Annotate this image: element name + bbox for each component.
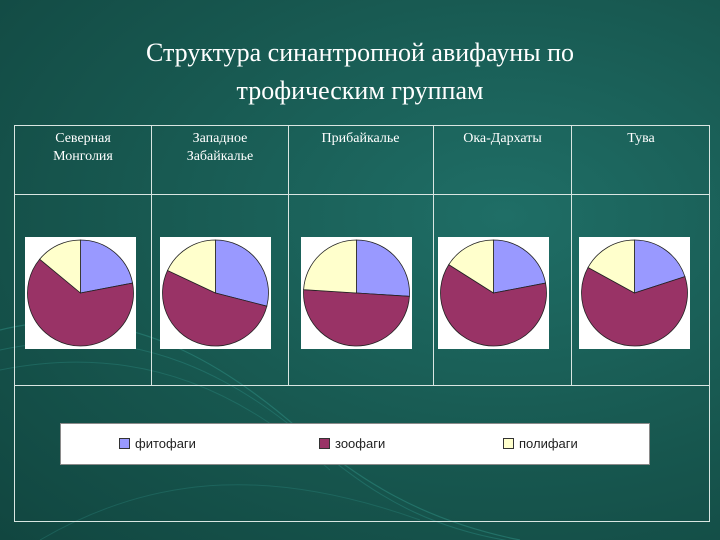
legend-item-fitofagi: фитофаги — [119, 434, 196, 452]
pie-slice-zoofagi — [581, 266, 688, 347]
pie-slice-polifagi — [448, 239, 494, 294]
pie-slice-fitofagi — [356, 239, 410, 297]
pie-slice-polifagi — [167, 239, 216, 294]
column-divider — [151, 126, 152, 385]
pie-chart-tuva — [579, 237, 690, 349]
row-divider — [15, 194, 709, 195]
pie-chart-oka-darkhaty — [438, 237, 549, 349]
chart-table: Северная Монголия Западное Забайкалье Пр… — [14, 125, 710, 522]
column-divider — [433, 126, 434, 385]
legend-label: зоофаги — [335, 435, 386, 451]
region-label-severnaya-mongoliya: Северная Монголия — [53, 131, 113, 164]
row-divider — [15, 385, 709, 386]
pie-slice-polifagi — [303, 239, 357, 294]
legend-label: фитофаги — [135, 435, 196, 451]
pie-slice-fitofagi — [215, 239, 269, 307]
pie-slice-zoofagi — [27, 258, 134, 347]
column-divider — [288, 126, 289, 385]
chart-legend: фитофаги зоофаги полифаги — [60, 423, 650, 465]
pie-slice-fitofagi — [80, 239, 134, 294]
pie-slice-zoofagi — [440, 264, 547, 347]
column-divider — [571, 126, 572, 385]
pie-slice-zoofagi — [162, 269, 268, 347]
legend-swatch — [119, 437, 130, 449]
page-title: Структура синантропной авифауны по трофи… — [60, 34, 660, 110]
legend-swatch — [503, 437, 514, 449]
pie-chart-zapadnoe-zabaykalie — [160, 237, 271, 349]
legend-item-zoofagi: зоофаги — [319, 434, 385, 452]
pie-chart-severnaya-mongoliya — [25, 237, 136, 349]
title-line-1: Структура синантропной авифауны по — [145, 38, 575, 67]
legend-swatch — [319, 437, 330, 449]
pie-slice-fitofagi — [634, 239, 686, 294]
title-line-2: трофическим группам — [236, 76, 484, 105]
pie-slice-polifagi — [39, 239, 81, 294]
pie-slice-polifagi — [587, 239, 635, 294]
region-label-pribaykalie: Прибайкалье — [321, 131, 400, 146]
legend-item-polifagi: полифаги — [503, 434, 578, 452]
region-label-tuva: Тува — [627, 131, 655, 146]
pie-chart-pribaykalie — [301, 237, 412, 349]
legend-label: полифаги — [519, 435, 578, 451]
pie-slice-zoofagi — [303, 289, 410, 347]
region-label-oka-darkhaty: Ока-Дархаты — [463, 131, 542, 146]
pie-slice-fitofagi — [493, 239, 547, 294]
region-label-zapadnoe-zabaykalie: Западное Забайкалье — [186, 131, 254, 164]
